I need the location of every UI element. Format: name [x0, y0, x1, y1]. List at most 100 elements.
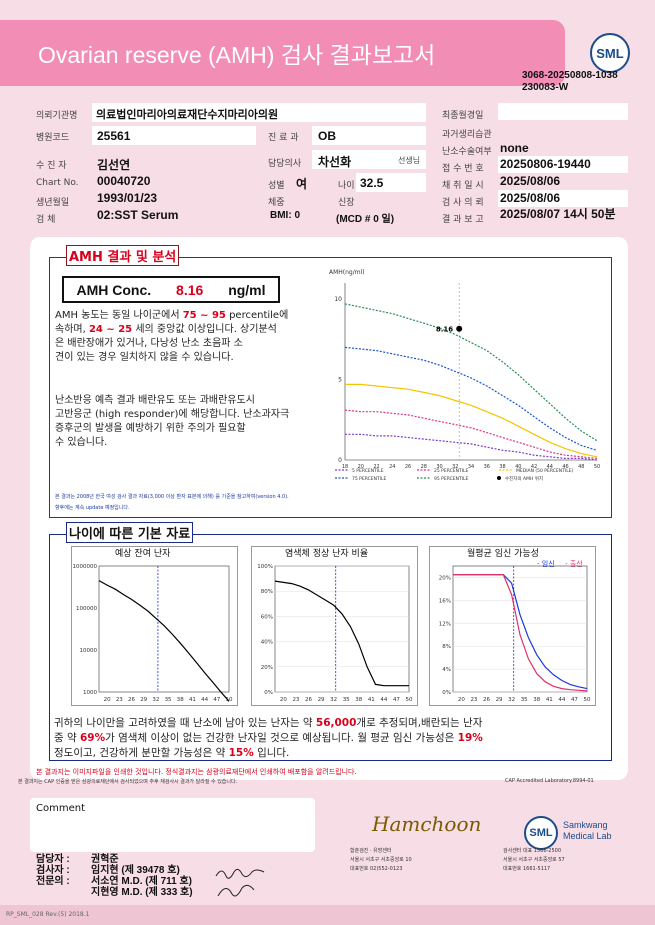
mini-series-line [274, 580, 409, 687]
mini-chart-title: 예상 잔여 난자 [115, 547, 171, 559]
mini-y-tick: 1000 [83, 690, 97, 696]
chart-label: Chart No. [36, 178, 79, 188]
signer-specialist-2: 지현영 M.D. (제 333 호) [91, 887, 193, 898]
mini-x-tick: 29 [140, 697, 147, 703]
test-value: 2025/08/06 [500, 191, 561, 205]
chart-value: 00040720 [97, 174, 151, 188]
amh-x-tick: 22 [373, 464, 379, 470]
mini-legend-label: - 임신 [537, 559, 555, 568]
mini-x-tick: 32 [152, 697, 159, 703]
last-menses-label: 최종월경일 [442, 111, 484, 121]
basic-section-title: 나이에 따른 기본 자료 [66, 522, 194, 543]
mini-y-tick: 100000 [76, 606, 97, 612]
amh-x-tick: 36 [484, 464, 490, 470]
mini-y-tick: 20% [439, 575, 451, 581]
doctor-suffix: 선생님 [398, 156, 421, 165]
comment-box [30, 798, 315, 852]
amh-x-tick: 46 [562, 464, 568, 470]
basic-summary: 귀하의 나이만을 고려하였을 때 난소에 남아 있는 난자는 약 56,000개… [54, 717, 483, 759]
mini-chart-title: 월평균 임신 가능성 [467, 547, 539, 559]
collect-value: 2025/08/06 [500, 174, 561, 188]
mini-x-tick: 20 [458, 697, 465, 703]
amh-y-label: AMH(ng/ml) [329, 269, 365, 276]
mini-x-tick: 38 [533, 697, 540, 703]
amh-patient-label: 8.16 [436, 326, 453, 334]
amh-legend-label: 95 PERCENTILE [434, 476, 469, 482]
mini-chart-title: 염색체 정상 난자 비율 [285, 548, 368, 559]
dob-label: 생년월일 [36, 198, 70, 208]
amh-series-line [344, 303, 598, 442]
amh-x-tick: 32 [452, 464, 458, 470]
mini-x-tick: 44 [201, 697, 208, 703]
amh-interpretation: AMH 농도는 동일 나이군에서 75 ~ 95 percentile에 속하며… [55, 310, 289, 363]
amh-series-line [344, 409, 598, 459]
mini-x-tick: 50 [406, 697, 413, 703]
mini-legend-label: - 출산 [565, 559, 583, 568]
amh-x-tick: 28 [421, 464, 427, 470]
amh-x-tick: 30 [436, 464, 442, 470]
amh-x-tick: 20 [358, 464, 364, 470]
sml-footer-logo: SML [524, 816, 558, 850]
amh-series-line [344, 346, 598, 451]
receipt-value: 20250806-19440 [500, 157, 591, 171]
mini-chart-plot-area [452, 565, 588, 693]
amh-footnote-1: 본 결과는 2008년 한국 여성 검사 결과 자료(3,000 이상 환자 표… [55, 494, 289, 500]
report-id: 3068-20250808-1038 230083-W [522, 70, 618, 94]
test-label: 검 사 의 뢰 [442, 198, 484, 208]
amh-x-tick: 50 [594, 464, 600, 470]
hamchoon-info: 함춘검진 · 유방센터 서울시 서초구 서초중앙로 10 대표번호 02)552-0… [350, 848, 412, 872]
signer-manager: 권혁준 [91, 854, 119, 865]
mini-x-tick: 41 [189, 697, 196, 703]
sex-label: 성별 [268, 181, 285, 191]
mini-y-tick: 20% [261, 665, 273, 671]
mini-x-tick: 23 [292, 697, 299, 703]
mini-y-tick: 0% [264, 690, 273, 696]
disclaimer-1: 본 결과지는 이미지파일을 인쇄한 것입니다. 정식결과지는 삼광의료재단에서 … [36, 768, 357, 776]
department-value: OB [318, 129, 336, 143]
sml-logo-text: SML [596, 45, 624, 61]
signer-specialist-1: 서소연 M.D. (제 711 호) [91, 876, 193, 887]
pregnancy-chance-chart: 월평균 임신 가능성 0% 4% 8% 12% 16% 20% 20 23 26 29 32 35 38 4… [439, 547, 591, 703]
mini-y-tick: 40% [261, 640, 273, 646]
comment-label: Comment [36, 803, 85, 814]
amh-y-tick: 0 [338, 457, 342, 464]
receipt-label: 접 수 번 호 [442, 164, 484, 174]
doctor-label: 담당의사 [268, 159, 302, 169]
amh-percentile-chart: AMH(ng/ml) 0 5 10 18 20 22 24 26 28 30 32 34 36 38 40 42… [327, 265, 607, 490]
mini-x-tick: 35 [521, 697, 528, 703]
institution-label: 의뢰기관명 [36, 111, 78, 121]
chart-normal-frame [251, 546, 418, 706]
mini-x-tick: 26 [128, 697, 135, 703]
patient-name: 김선연 [97, 158, 131, 172]
mini-x-tick: 23 [470, 697, 477, 703]
mini-x-tick: 32 [330, 697, 337, 703]
mini-series-line [453, 574, 588, 692]
egg-count: 56,000 [315, 717, 357, 729]
amh-x-tick: 18 [342, 464, 348, 470]
amh-series-line [345, 433, 598, 461]
specimen-label: 검 체 [36, 215, 56, 225]
weight-label: 체중 [268, 198, 285, 208]
amh-x-tick: 42 [531, 464, 537, 470]
amh-x-tick: 24 [389, 464, 395, 470]
amh-x-tick: 34 [468, 464, 474, 470]
basic-section [49, 534, 612, 761]
surgery-label: 난소수술여부 [442, 147, 492, 157]
mini-x-tick: 26 [483, 697, 490, 703]
institution-value: 의료법인마리아의료재단수지마리아의원 [96, 109, 279, 121]
amh-conc-label: AMH Conc. [76, 281, 152, 298]
amh-footnote-2: 향후에는 계속 update 예정입니다. [55, 505, 130, 511]
age-range: 24 ~ 25 [88, 324, 133, 335]
amh-legend-label: 25 PERCENTILE [434, 468, 469, 474]
amh-y-tick: 10 [334, 296, 342, 303]
department-label: 진 료 과 [268, 133, 299, 143]
pregnancy-rate: 19% [457, 732, 483, 744]
hospital-code-value: 25561 [97, 129, 131, 143]
amh-legend-point [497, 476, 501, 480]
amh-x-tick: 44 [547, 464, 553, 470]
delivery-rate: 15% [228, 747, 254, 759]
report-id-line2: 230083-W [522, 82, 569, 93]
bmi-value: BMI: 0 [270, 210, 300, 221]
header-bar [0, 20, 565, 86]
mini-x-tick: 20 [104, 697, 111, 703]
